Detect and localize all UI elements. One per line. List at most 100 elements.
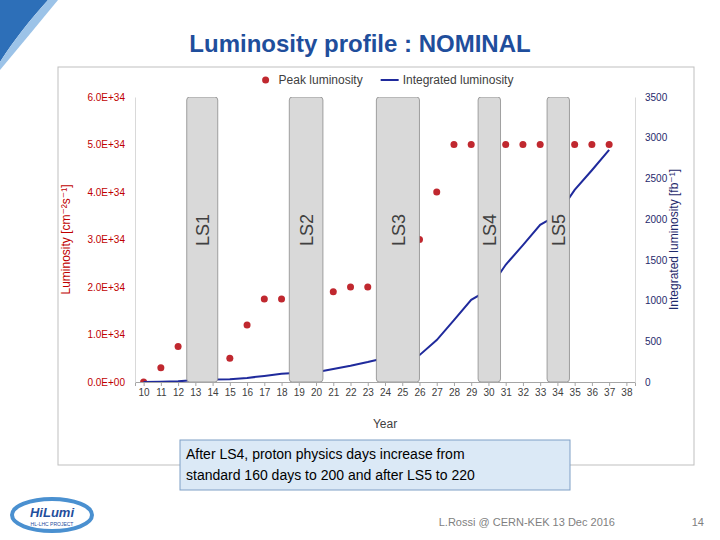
x-tick-label: 36 bbox=[587, 387, 599, 398]
y-tick: 1.0E+34 bbox=[87, 329, 135, 340]
x-tick: 38 bbox=[621, 382, 633, 398]
x-tick-label: 27 bbox=[432, 387, 444, 398]
x-tick-mark bbox=[575, 382, 576, 386]
y2-tick: 1500 bbox=[635, 255, 668, 266]
y-tick-label: 0.0E+00 bbox=[87, 377, 125, 388]
x-tick-mark bbox=[540, 382, 541, 386]
shutdown-label: LS5 bbox=[549, 214, 569, 246]
x-tick-mark bbox=[419, 382, 420, 386]
x-tick: 11 bbox=[156, 382, 167, 398]
x-tick-mark bbox=[437, 382, 438, 386]
y2-tick-label: 2000 bbox=[645, 214, 668, 225]
x-tick-label: 11 bbox=[156, 387, 167, 398]
slide-title: Luminosity profile : NOMINAL bbox=[189, 30, 530, 57]
x-tick-label: 31 bbox=[501, 387, 513, 398]
y2-tick-label: 2500 bbox=[645, 173, 668, 184]
x-tick: 26 bbox=[414, 382, 426, 398]
peak-point bbox=[330, 288, 337, 295]
y-tick-label: 2.0E+34 bbox=[87, 282, 125, 293]
y-axis-line bbox=[135, 98, 136, 383]
y2-tick-label: 3000 bbox=[645, 132, 668, 143]
y2-tick-label: 1500 bbox=[645, 255, 668, 266]
x-tick-label: 33 bbox=[535, 387, 547, 398]
y2-tick: 2500 bbox=[635, 173, 668, 184]
y2-tick-label: 3500 bbox=[645, 92, 668, 103]
x-tick-label: 22 bbox=[345, 387, 357, 398]
x-tick: 20 bbox=[311, 382, 323, 398]
peak-point bbox=[588, 141, 595, 148]
x-tick-mark bbox=[385, 382, 386, 386]
x-tick-mark bbox=[506, 382, 507, 386]
y-tick-label: 5.0E+34 bbox=[87, 139, 125, 150]
peak-point bbox=[468, 141, 475, 148]
x-tick-label: 29 bbox=[466, 387, 478, 398]
y-tick-label: 6.0E+34 bbox=[87, 92, 125, 103]
x-tick-mark bbox=[333, 382, 334, 386]
x-tick-mark bbox=[454, 382, 455, 386]
note-line: standard 160 days to 200 and after LS5 t… bbox=[186, 467, 475, 483]
x-tick-label: 23 bbox=[363, 387, 375, 398]
footer: L.Rossi @ CERN-KEK 13 Dec 2016 bbox=[439, 516, 615, 528]
corner-swoosh bbox=[0, 0, 58, 70]
y2-tick-label: 1000 bbox=[645, 295, 668, 306]
y2-tick-label: 0 bbox=[645, 377, 651, 388]
x-tick: 25 bbox=[397, 382, 409, 398]
x-tick-label: 12 bbox=[173, 387, 185, 398]
shutdown-band bbox=[187, 97, 218, 382]
peak-point bbox=[433, 189, 440, 196]
x-tick: 22 bbox=[345, 382, 357, 398]
peak-point bbox=[606, 141, 613, 148]
x-tick: 10 bbox=[139, 382, 151, 398]
peak-point bbox=[278, 295, 285, 302]
x-axis-line bbox=[136, 383, 636, 387]
logo-name: HiLumi bbox=[30, 505, 74, 520]
x-tick-label: 30 bbox=[483, 387, 495, 398]
x-tick: 33 bbox=[535, 382, 547, 398]
y-tick: 3.0E+34 bbox=[87, 234, 135, 245]
x-tick-mark bbox=[471, 382, 472, 386]
y2-axis-title: Integrated luminosity [fb⁻¹] bbox=[667, 169, 681, 310]
peak-point bbox=[261, 295, 268, 302]
peak-point bbox=[519, 141, 526, 148]
x-tick: 19 bbox=[294, 382, 306, 398]
background bbox=[0, 0, 720, 540]
x-tick: 12 bbox=[173, 382, 185, 398]
x-tick: 34 bbox=[552, 382, 564, 398]
x-tick-label: 28 bbox=[449, 387, 461, 398]
y2-tick: 0 bbox=[635, 377, 651, 388]
x-tick-mark bbox=[368, 382, 369, 386]
x-tick-mark bbox=[247, 382, 248, 386]
peak-point bbox=[502, 141, 509, 148]
x-axis: 1011121314151617181920212223242526272829… bbox=[136, 382, 636, 398]
legend-item: Integrated luminosity bbox=[381, 73, 514, 87]
x-tick-label: 16 bbox=[242, 387, 254, 398]
x-tick: 17 bbox=[259, 382, 271, 398]
x-tick-label: 17 bbox=[259, 387, 271, 398]
x-tick-label: 21 bbox=[328, 387, 340, 398]
y-tick: 6.0E+34 bbox=[87, 92, 135, 103]
x-tick: 28 bbox=[449, 382, 461, 398]
peak-point bbox=[226, 355, 233, 362]
legend-label: Integrated luminosity bbox=[403, 73, 514, 87]
x-tick: 18 bbox=[276, 382, 288, 398]
x-tick-label: 10 bbox=[139, 387, 151, 398]
x-tick-mark bbox=[213, 382, 214, 386]
x-tick-mark bbox=[488, 382, 489, 386]
peak-point bbox=[347, 284, 354, 291]
legend-label: Peak luminosity bbox=[279, 73, 363, 87]
x-tick: 27 bbox=[432, 382, 444, 398]
x-tick-label: 13 bbox=[190, 387, 202, 398]
legend: Peak luminosity Integrated luminosity bbox=[262, 73, 513, 87]
shutdown-label: LS3 bbox=[389, 214, 409, 246]
y-tick-label: 3.0E+34 bbox=[87, 234, 125, 245]
shutdown-band bbox=[376, 97, 419, 382]
x-tick: 23 bbox=[363, 382, 375, 398]
logo: HiLumiHL-LHC PROJECT bbox=[12, 499, 92, 531]
y2-axis-line bbox=[635, 98, 636, 383]
x-tick-mark bbox=[195, 382, 196, 386]
x-tick: 21 bbox=[328, 382, 340, 398]
x-tick-mark bbox=[161, 382, 162, 386]
x-tick-label: 24 bbox=[380, 387, 392, 398]
y-tick: 4.0E+34 bbox=[87, 187, 135, 198]
shutdown-label: LS4 bbox=[480, 214, 500, 246]
